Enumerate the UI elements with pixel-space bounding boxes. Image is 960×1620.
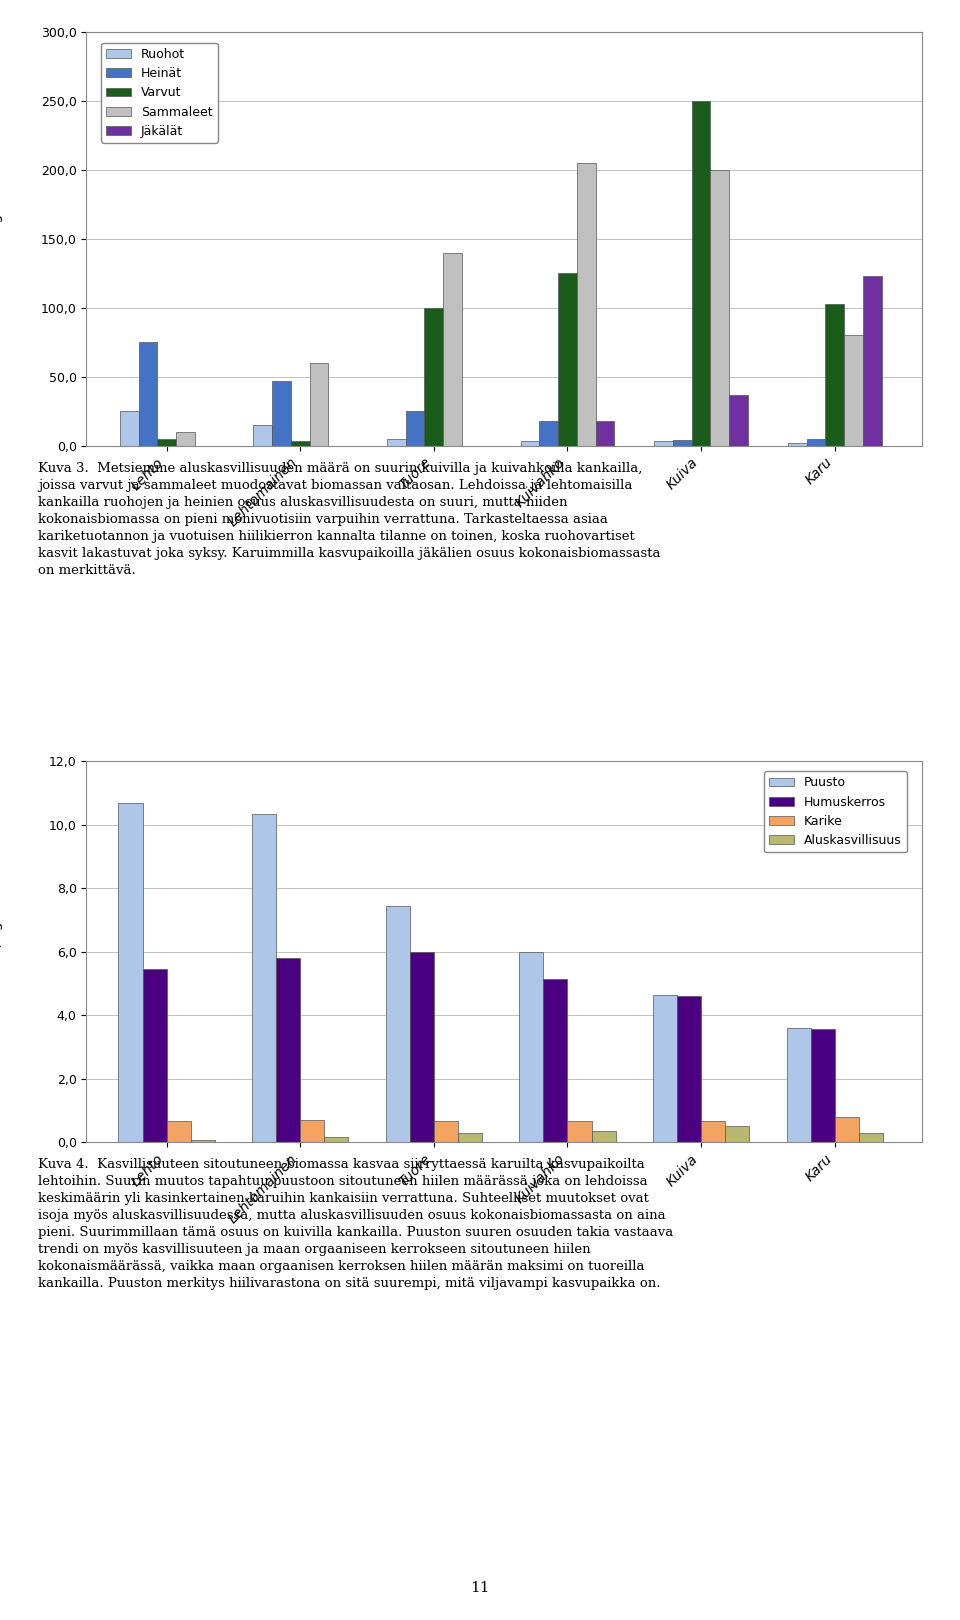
Bar	[191, 1139, 215, 1142]
Y-axis label: Biomassa, kg m⁻²: Biomassa, kg m⁻²	[0, 889, 3, 1014]
Bar	[710, 170, 730, 446]
Bar	[806, 439, 826, 446]
Bar	[730, 395, 748, 446]
Bar	[406, 411, 424, 446]
Bar	[252, 813, 276, 1142]
Bar	[810, 1029, 835, 1142]
Bar	[167, 1121, 191, 1142]
Bar	[157, 439, 176, 446]
Bar	[272, 381, 291, 446]
Text: Kuva 4.  Kasvillisuuteen sitoutuneen biomassa kasvaa siirryttaessä karuilta kasv: Kuva 4. Kasvillisuuteen sitoutuneen biom…	[38, 1158, 674, 1290]
Bar	[424, 308, 444, 446]
Bar	[386, 906, 410, 1142]
Bar	[786, 1029, 810, 1142]
Bar	[655, 441, 673, 446]
Bar	[863, 275, 881, 446]
Bar	[653, 995, 677, 1142]
Bar	[577, 164, 595, 446]
Bar	[253, 424, 272, 446]
Bar	[859, 1132, 883, 1142]
Bar	[458, 1132, 482, 1142]
Bar	[142, 969, 167, 1142]
Bar	[788, 442, 806, 446]
Text: 11: 11	[470, 1581, 490, 1594]
Bar	[844, 335, 863, 446]
Bar	[387, 439, 406, 446]
Bar	[410, 953, 434, 1142]
Bar	[558, 274, 577, 446]
Bar	[291, 441, 309, 446]
Bar	[519, 953, 543, 1142]
Bar	[309, 363, 328, 446]
Text: Kuva 3.  Metsiemme aluskasvillisuuden määrä on suurin kuivilla ja kuivahkoilla k: Kuva 3. Metsiemme aluskasvillisuuden mää…	[38, 462, 660, 577]
Bar	[567, 1121, 591, 1142]
Legend: Ruohot, Heinät, Varvut, Sammaleet, Jäkälät: Ruohot, Heinät, Varvut, Sammaleet, Jäkäl…	[101, 42, 218, 143]
Bar	[595, 421, 614, 446]
Bar	[543, 978, 567, 1142]
Bar	[692, 100, 710, 446]
Legend: Puusto, Humuskerros, Karike, Aluskasvillisuus: Puusto, Humuskerros, Karike, Aluskasvill…	[764, 771, 907, 852]
Bar	[520, 441, 540, 446]
Bar	[120, 411, 138, 446]
Bar	[677, 996, 701, 1142]
Y-axis label: Biomassa g m⁻²: Biomassa g m⁻²	[0, 183, 3, 295]
Bar	[276, 957, 300, 1142]
Bar	[826, 303, 844, 446]
Bar	[701, 1121, 725, 1142]
Bar	[324, 1137, 348, 1142]
Bar	[300, 1119, 324, 1142]
Bar	[118, 802, 142, 1142]
Bar	[673, 441, 692, 446]
Bar	[835, 1116, 859, 1142]
Bar	[434, 1121, 458, 1142]
Bar	[176, 433, 195, 446]
Bar	[138, 342, 157, 446]
Bar	[540, 421, 558, 446]
Bar	[725, 1126, 749, 1142]
Bar	[444, 253, 462, 446]
Bar	[591, 1131, 615, 1142]
